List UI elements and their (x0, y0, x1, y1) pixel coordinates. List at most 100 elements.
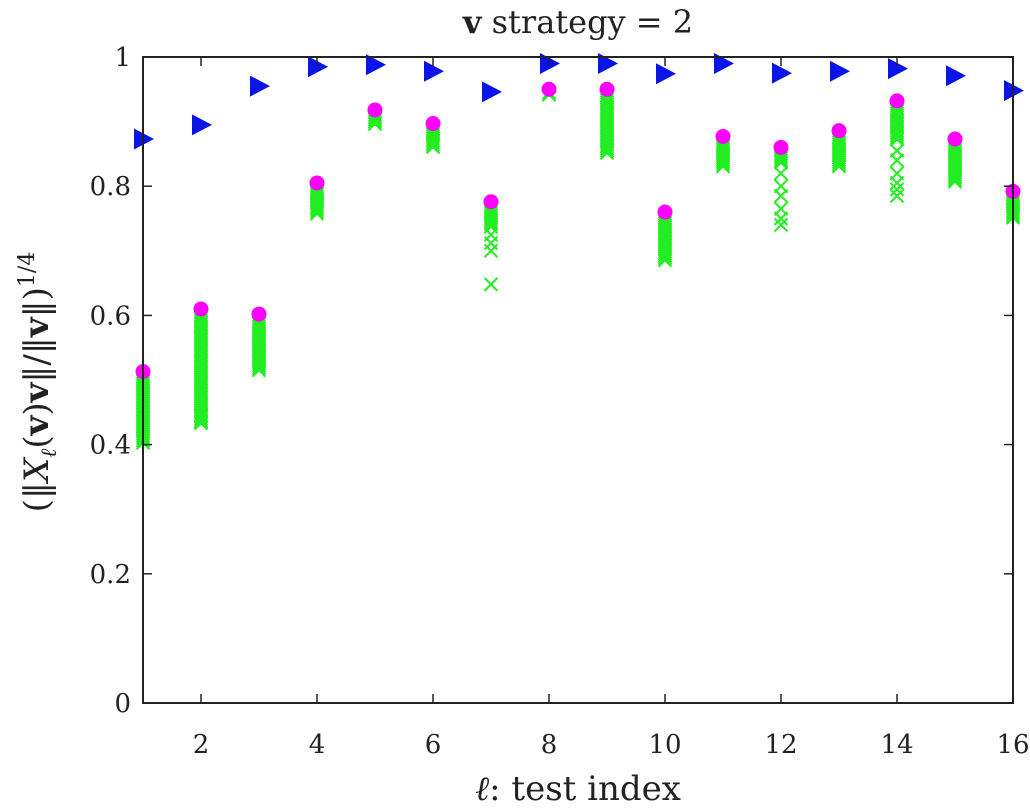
y-tick-label: 0.4 (90, 431, 131, 461)
circle-marker (483, 194, 499, 210)
cross-marker-outlier (773, 217, 789, 233)
cross-marker (657, 250, 673, 266)
cross-marker (773, 155, 789, 170)
y-title-v2: v (17, 381, 57, 403)
cross-marker (947, 172, 963, 187)
cross-marker-outlier (889, 188, 905, 204)
cross-marker (483, 212, 499, 228)
cross-marker-outlier (773, 188, 789, 204)
cross-marker (947, 170, 963, 185)
y-axis-title: (‖Xℓ(v)v‖/‖v‖)1/4 (15, 252, 62, 513)
y-title-mid1: ( (17, 435, 57, 448)
cross-marker (889, 132, 905, 147)
x-tick-label: 4 (309, 730, 326, 760)
y-tick-label: 0.6 (90, 301, 131, 331)
cross-marker (831, 154, 847, 170)
cross-marker (657, 253, 673, 268)
cross-marker (715, 152, 731, 168)
x-axis-title: ℓ: test index (475, 769, 681, 809)
circle-marker (367, 102, 383, 118)
cross-marker (599, 139, 615, 154)
cross-marker (831, 152, 847, 167)
triangle-marker (366, 54, 386, 76)
triangle-marker (250, 75, 270, 97)
circle-marker (889, 93, 905, 109)
x-tick-label: 8 (541, 730, 558, 760)
x-tick-label: 6 (425, 730, 442, 760)
cross-marker (947, 174, 963, 189)
triangle-marker (714, 52, 734, 74)
y-title-mid3: ‖/‖ (17, 337, 57, 382)
cross-marker (309, 199, 325, 215)
cross-marker (193, 411, 209, 427)
y-title-mid2: ) (17, 402, 57, 415)
cross-marker (773, 153, 789, 168)
axes-box (142, 56, 1014, 704)
x-tick-label: 12 (764, 730, 797, 760)
x-axis-title-ell: ℓ (475, 769, 489, 809)
circle-marker (947, 131, 963, 147)
cross-marker (309, 206, 325, 221)
y-tick-label: 0.2 (90, 560, 131, 590)
cross-marker (715, 154, 731, 170)
cross-marker (599, 141, 615, 156)
triangle-marker (656, 63, 676, 85)
cross-marker (657, 246, 673, 261)
cross-marker (483, 215, 499, 230)
triangle-marker (598, 52, 618, 74)
y-tick-label: 0 (114, 689, 131, 719)
cross-marker (367, 114, 383, 129)
circle-marker (251, 306, 267, 322)
x-tick-label: 10 (648, 730, 681, 760)
y-title-x: X (17, 456, 57, 485)
chart-title-rest: strategy = 2 (481, 3, 693, 41)
triangle-marker (424, 60, 444, 82)
cross-marker (599, 145, 615, 161)
y-title-sub: ℓ (37, 448, 62, 458)
circle-marker (657, 204, 673, 220)
cross-marker-outlier (483, 277, 499, 292)
cross-marker (425, 133, 441, 148)
x-axis-title-rest: : test index (489, 769, 681, 809)
plot-area (134, 52, 1024, 450)
chart-title-bold: v (462, 3, 483, 41)
circle-marker (425, 116, 441, 132)
x-tick-label: 2 (193, 730, 210, 760)
circle-marker (773, 139, 789, 155)
circle-marker (599, 81, 615, 97)
cross-marker (889, 130, 905, 145)
cross-marker-outlier (773, 211, 789, 226)
cross-marker (599, 143, 615, 158)
y-title-sup: 1/4 (15, 252, 40, 287)
y-title-v3: v (17, 316, 57, 338)
cross-marker (889, 127, 905, 143)
cross-marker-outlier (889, 175, 905, 191)
triangle-marker (540, 52, 560, 74)
circle-marker (541, 81, 557, 97)
circle-marker (831, 123, 847, 139)
circle-marker (715, 128, 731, 144)
cross-marker (715, 157, 731, 172)
cross-marker (483, 217, 499, 232)
x-tick-label: 14 (880, 730, 913, 760)
y-title-v1: v (17, 414, 57, 436)
y-tick-label: 1 (114, 43, 131, 73)
cross-marker (309, 202, 325, 217)
cross-marker (251, 360, 267, 376)
triangle-marker (308, 56, 328, 78)
cross-marker-outlier (193, 408, 209, 423)
cross-marker-outlier (483, 243, 499, 259)
y-title-open: (‖ (17, 482, 57, 512)
cross-marker (831, 159, 847, 174)
cross-marker-outlier (889, 182, 905, 197)
cross-marker (251, 356, 267, 371)
cross-marker-outlier (193, 414, 209, 430)
circle-marker (193, 301, 209, 317)
cross-marker (425, 135, 441, 150)
cross-marker (367, 116, 383, 132)
cross-marker (773, 151, 789, 166)
cross-marker-outlier (889, 153, 905, 168)
cross-marker (425, 137, 441, 152)
cross-marker (309, 204, 325, 219)
chart-title: v strategy = 2 (462, 3, 693, 41)
